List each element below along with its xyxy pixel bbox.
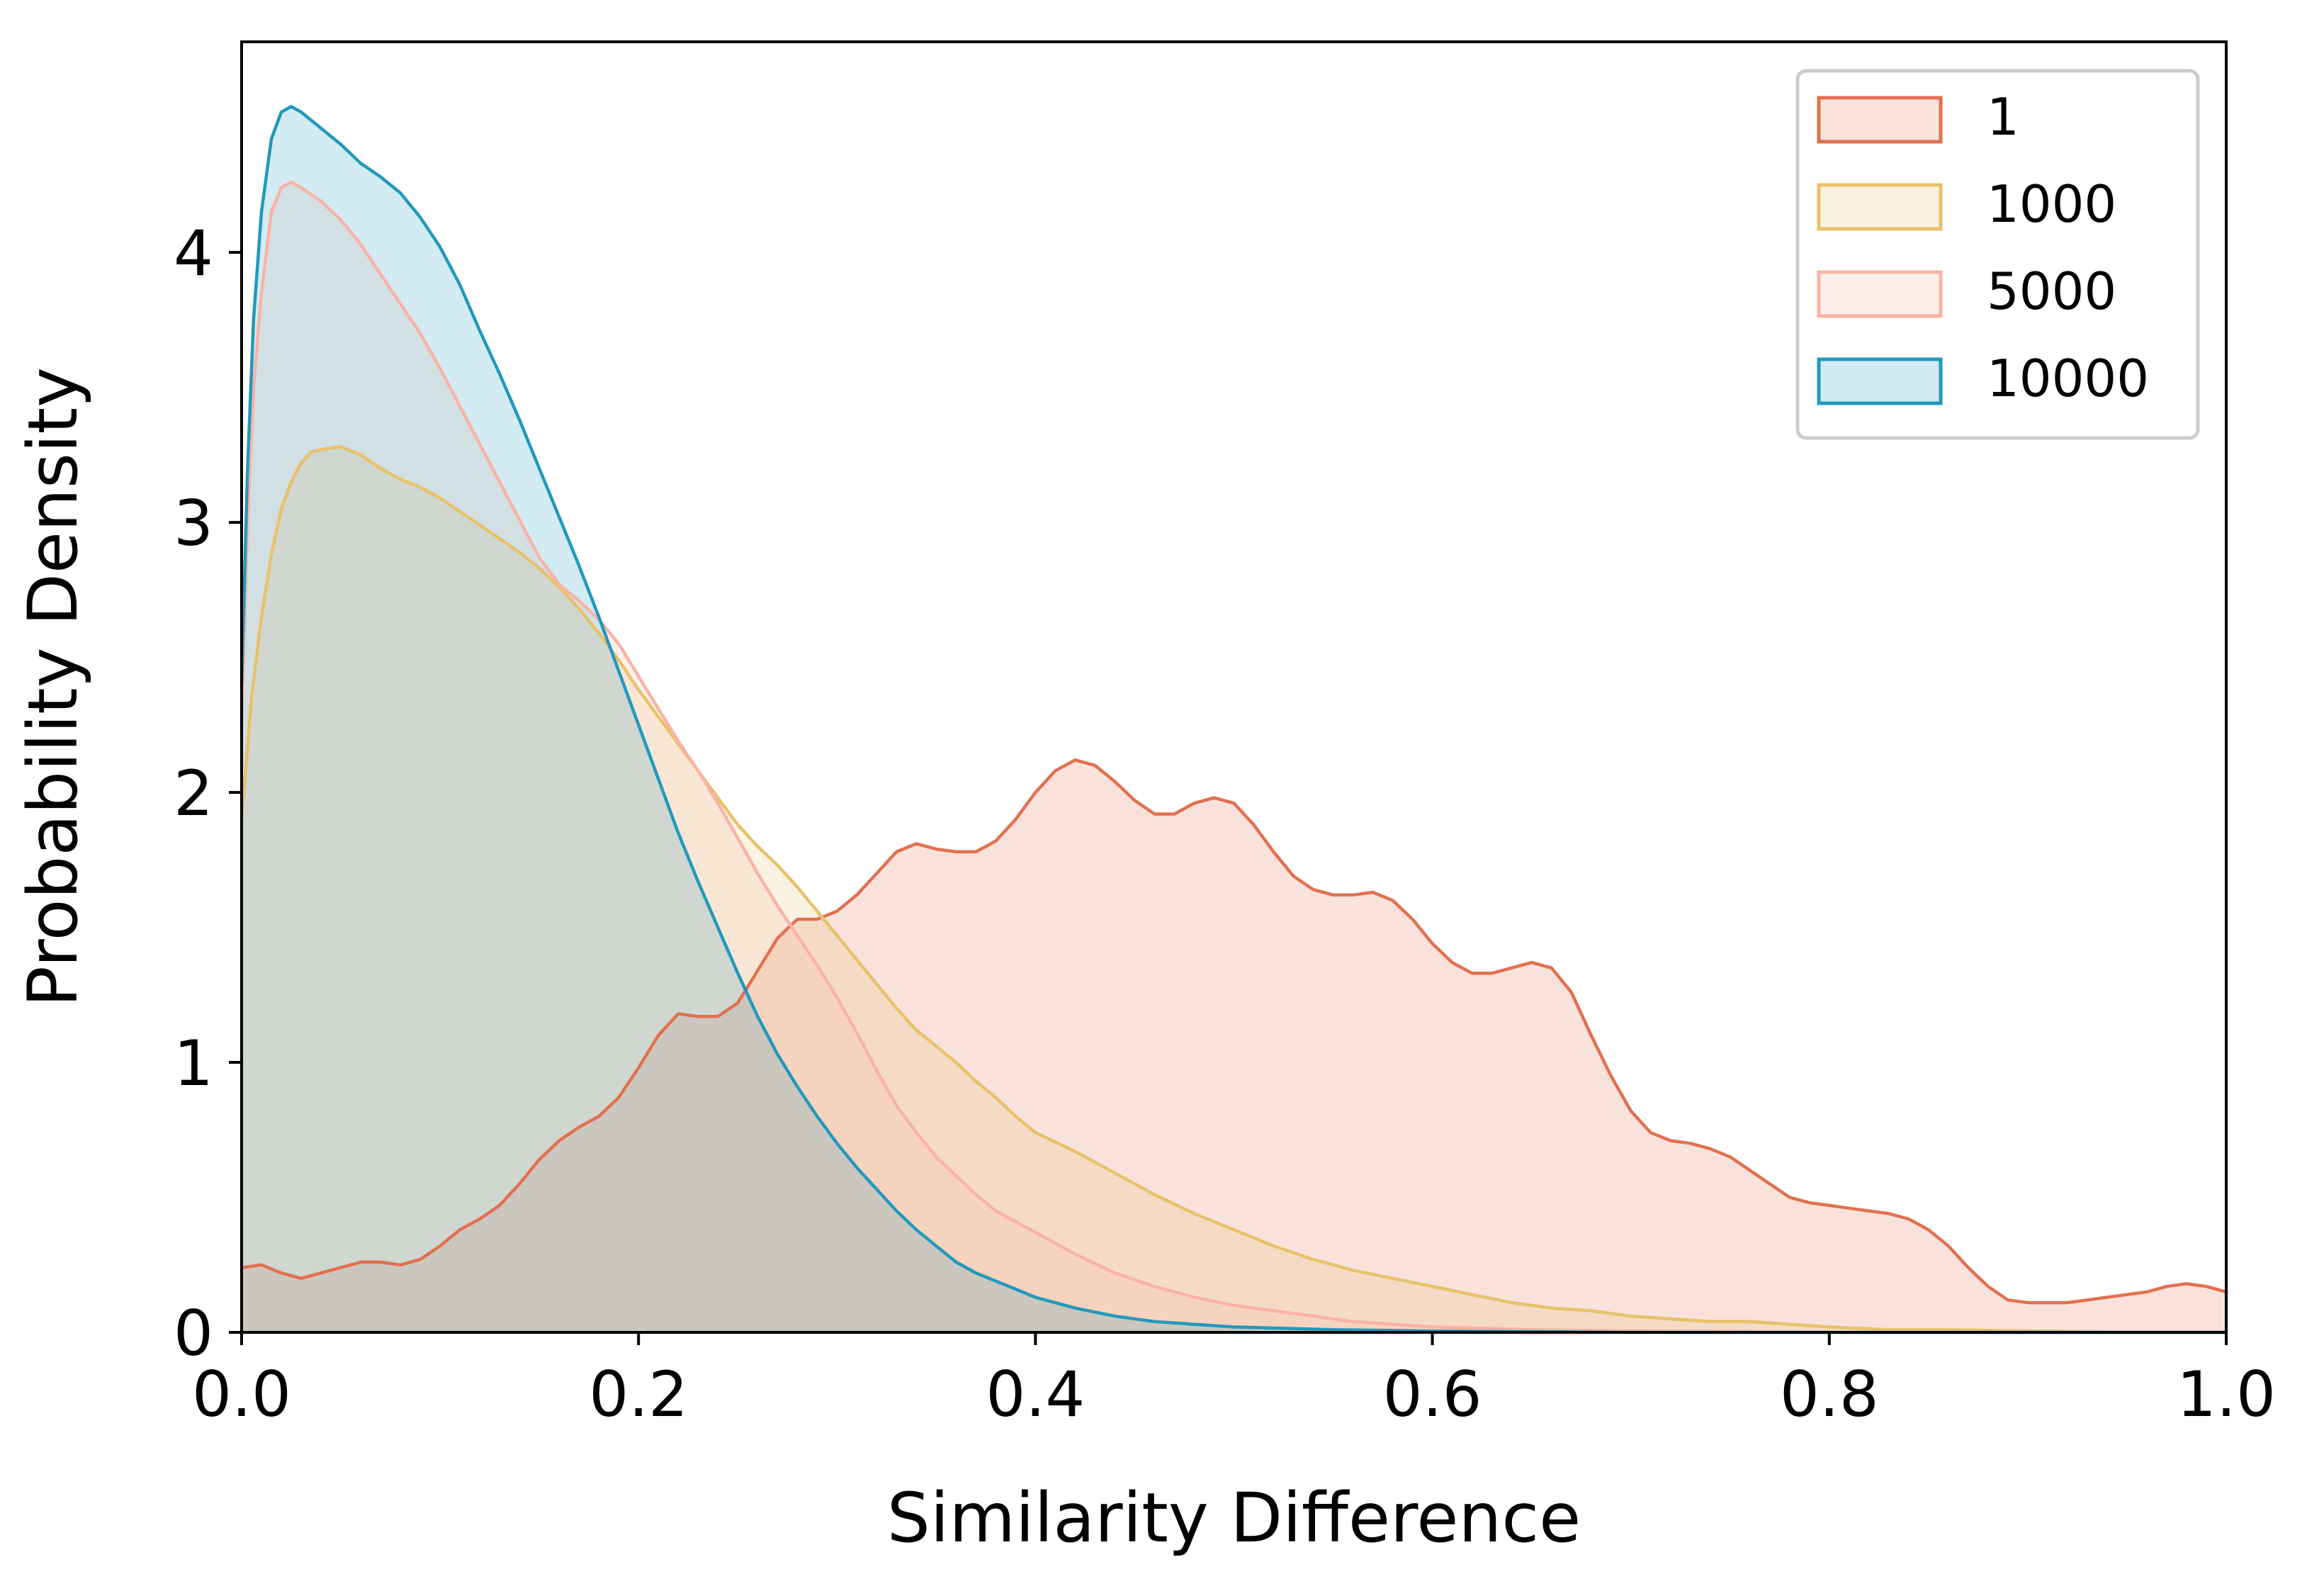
density-line-1: [241, 758, 2227, 1305]
y-tick-label: 0: [174, 1297, 213, 1370]
density-area-5000: [242, 182, 2226, 1333]
x-axis: 0.0 0.2 0.4 0.6 0.8 1.0: [192, 1332, 2276, 1431]
density-line-10000: [239, 105, 2226, 1334]
y-tick-label: 4: [174, 217, 213, 290]
y-tick-label: 2: [174, 757, 213, 830]
x-tick-label: 1.0: [2177, 1358, 2276, 1431]
y-axis: 0 1 2 3 4: [174, 217, 242, 1370]
density-area-1: [242, 760, 2226, 1332]
density-area-10000: [242, 106, 2226, 1332]
density-areas: [242, 106, 2226, 1333]
legend-swatch-10000: [1817, 357, 1943, 405]
x-axis-label: Similarity Difference: [887, 1478, 1581, 1558]
legend: 1 1000 5000 10000: [1795, 69, 2200, 440]
density-line-5000: [239, 180, 2226, 1334]
density-area-1000: [242, 446, 2226, 1332]
y-tick-label: 3: [174, 487, 213, 560]
legend-label: 10000: [1987, 349, 2149, 408]
density-lines: [239, 105, 2227, 1334]
y-axis-label: Probability Density: [13, 367, 93, 1007]
y-tick-label: 1: [174, 1027, 213, 1100]
legend-label: 5000: [1987, 262, 2116, 321]
density-line-1000: [239, 445, 2226, 1334]
legend-swatch-5000: [1817, 270, 1943, 318]
legend-swatch-1: [1817, 96, 1943, 144]
legend-swatch-1000: [1817, 183, 1943, 231]
plot-frame: [240, 40, 2228, 1334]
x-tick-label: 0.8: [1780, 1358, 1879, 1431]
legend-label: 1: [1987, 87, 2019, 147]
x-tick-label: 0.6: [1383, 1358, 1482, 1431]
x-tick-label: 0.4: [986, 1358, 1085, 1431]
x-tick-label: 0.0: [192, 1358, 291, 1431]
legend-label: 1000: [1987, 174, 2116, 234]
x-tick-label: 0.2: [589, 1358, 688, 1431]
legend-box: [1795, 69, 2200, 440]
